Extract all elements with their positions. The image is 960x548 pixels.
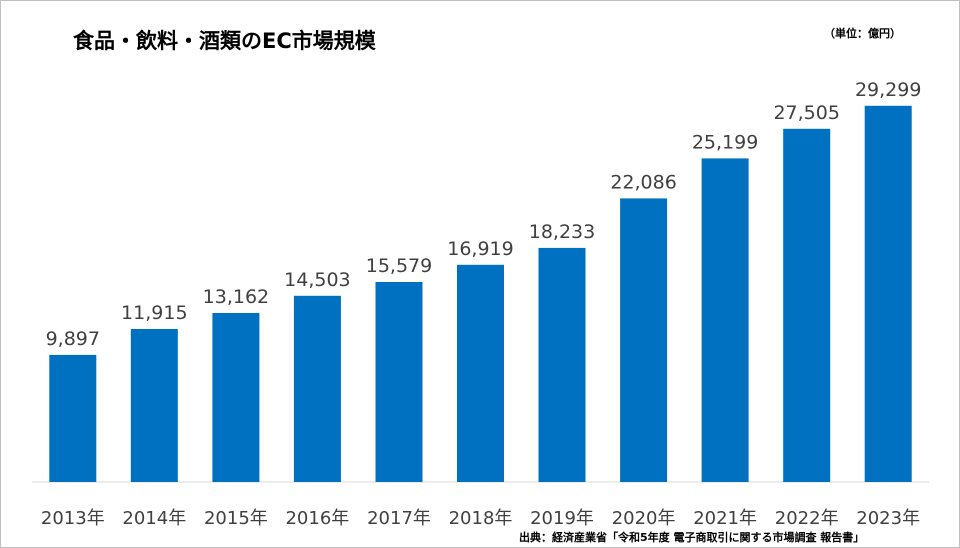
bar-8 [701, 158, 749, 482]
data-label-3: 14,503 [284, 269, 350, 291]
bar-4 [375, 282, 423, 482]
x-tick-label-6: 2019年 [530, 508, 594, 529]
bar-9 [783, 128, 831, 483]
data-label-1: 11,915 [121, 302, 187, 324]
data-label-7: 22,086 [610, 171, 676, 193]
bar-0 [49, 354, 97, 482]
data-label-4: 15,579 [366, 255, 432, 277]
bar-6 [538, 247, 586, 482]
source-note: 出典：経済産業省「令和5年度 電子商取引に関する市場調査 報告書」 [519, 531, 865, 544]
data-label-5: 16,919 [447, 238, 513, 260]
x-tick-label-3: 2016年 [285, 508, 349, 529]
unit-note: （単位：億円） [824, 27, 901, 40]
data-label-9: 27,505 [773, 102, 839, 124]
chart-title: 食品・飲料・酒類のEC市場規模 [73, 29, 376, 53]
data-label-10: 29,299 [855, 79, 921, 101]
x-tick-label-4: 2017年 [367, 508, 431, 529]
x-tick-label-5: 2018年 [449, 508, 513, 529]
x-tick-label-9: 2022年 [775, 508, 839, 529]
x-tick-label-1: 2014年 [122, 508, 186, 529]
data-label-6: 18,233 [529, 221, 595, 243]
x-tick-label-10: 2023年 [856, 508, 920, 529]
data-label-0: 9,897 [46, 328, 100, 350]
data-label-2: 13,162 [203, 286, 269, 308]
x-tick-label-8: 2021年 [693, 508, 757, 529]
bar-3 [293, 295, 341, 482]
bar-2 [212, 313, 260, 482]
x-tick-label-7: 2020年 [612, 508, 676, 529]
bar-7 [620, 198, 668, 482]
x-tick-label-0: 2013年 [41, 508, 105, 529]
bar-10 [864, 105, 912, 483]
bar-5 [457, 264, 504, 482]
bar-1 [130, 329, 178, 482]
data-label-8: 25,199 [692, 131, 758, 153]
x-tick-label-2: 2015年 [204, 508, 268, 529]
